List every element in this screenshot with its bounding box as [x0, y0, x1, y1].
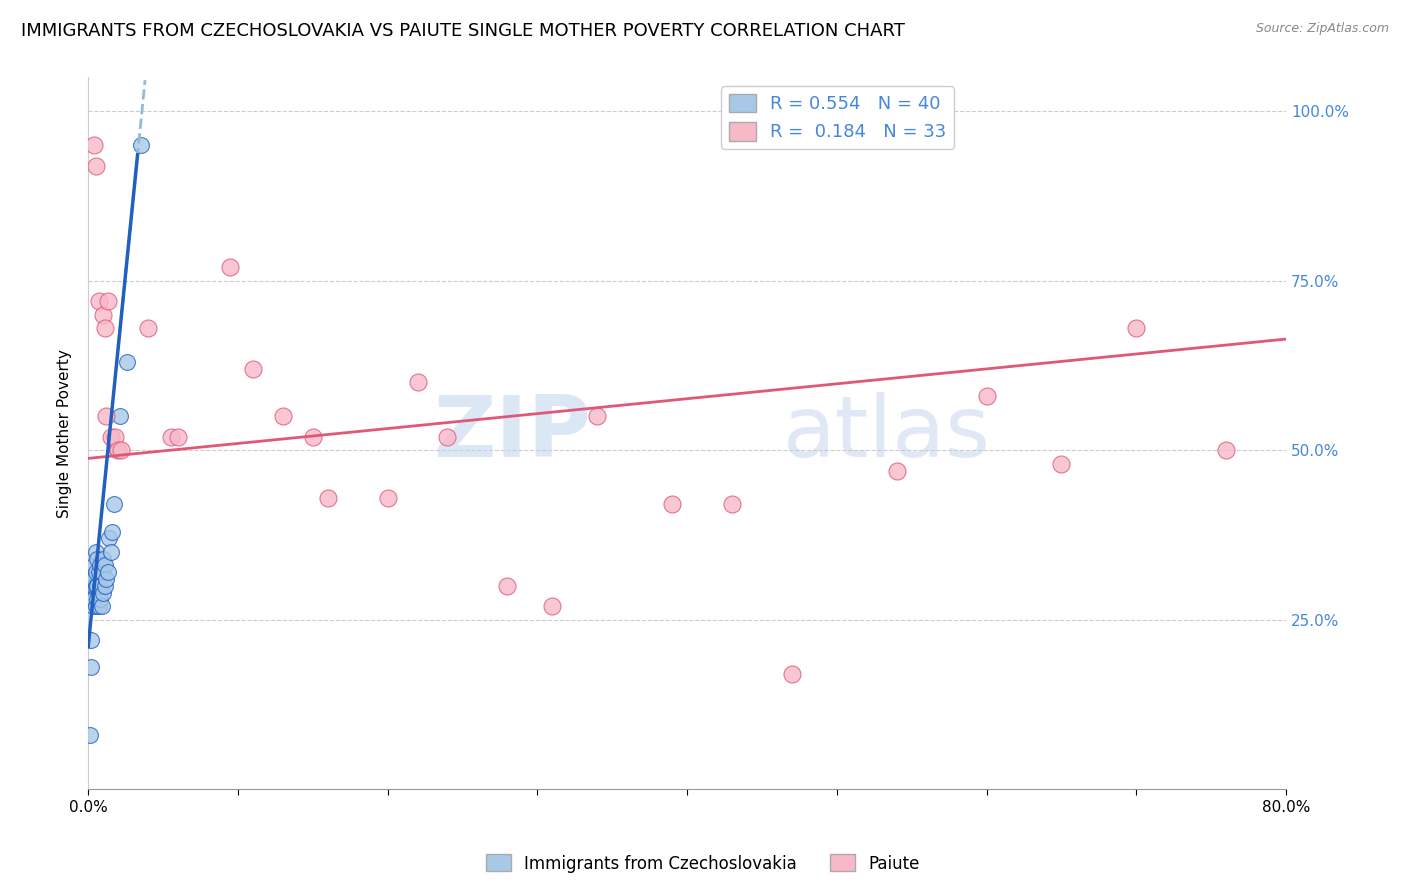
- Point: [86, 592, 108, 607]
- Point: [84, 159, 107, 173]
- Point: [406, 376, 429, 390]
- Point: [89, 558, 111, 573]
- Point: [104, 430, 127, 444]
- Point: [105, 443, 128, 458]
- Point: [94, 409, 117, 424]
- Point: [586, 409, 609, 424]
- Y-axis label: Single Mother Poverty: Single Mother Poverty: [58, 349, 72, 517]
- Point: [83, 592, 105, 607]
- Point: [661, 498, 683, 512]
- Point: [100, 545, 122, 559]
- Point: [83, 572, 105, 586]
- Point: [89, 592, 111, 607]
- Text: ZIP: ZIP: [433, 392, 592, 475]
- Point: [80, 633, 103, 648]
- Point: [87, 599, 110, 614]
- Point: [83, 579, 105, 593]
- Point: [101, 524, 124, 539]
- Point: [103, 498, 125, 512]
- Point: [97, 294, 120, 309]
- Point: [886, 464, 908, 478]
- Point: [496, 579, 519, 593]
- Point: [83, 138, 105, 153]
- Point: [91, 551, 114, 566]
- Point: [86, 579, 108, 593]
- Point: [94, 572, 117, 586]
- Point: [1050, 457, 1073, 471]
- Point: [316, 491, 339, 505]
- Point: [79, 728, 101, 742]
- Point: [100, 430, 122, 444]
- Point: [159, 430, 181, 444]
- Point: [541, 599, 564, 614]
- Point: [93, 558, 115, 573]
- Legend: Immigrants from Czechoslovakia, Paiute: Immigrants from Czechoslovakia, Paiute: [479, 847, 927, 880]
- Point: [83, 558, 105, 573]
- Point: [242, 362, 264, 376]
- Point: [84, 599, 107, 614]
- Point: [301, 430, 323, 444]
- Point: [93, 579, 115, 593]
- Point: [82, 585, 104, 599]
- Point: [80, 660, 103, 674]
- Point: [1215, 443, 1237, 458]
- Point: [110, 443, 132, 458]
- Point: [98, 532, 121, 546]
- Point: [84, 579, 107, 593]
- Point: [84, 545, 107, 559]
- Text: IMMIGRANTS FROM CZECHOSLOVAKIA VS PAIUTE SINGLE MOTHER POVERTY CORRELATION CHART: IMMIGRANTS FROM CZECHOSLOVAKIA VS PAIUTE…: [21, 22, 905, 40]
- Point: [1125, 321, 1147, 335]
- Point: [97, 566, 120, 580]
- Point: [93, 321, 115, 335]
- Point: [82, 572, 104, 586]
- Point: [108, 409, 131, 424]
- Point: [82, 579, 104, 593]
- Point: [87, 294, 110, 309]
- Text: Source: ZipAtlas.com: Source: ZipAtlas.com: [1256, 22, 1389, 36]
- Point: [89, 579, 111, 593]
- Point: [136, 321, 159, 335]
- Point: [115, 355, 138, 369]
- Legend: R = 0.554   N = 40, R =  0.184   N = 33: R = 0.554 N = 40, R = 0.184 N = 33: [721, 87, 953, 149]
- Point: [780, 667, 803, 681]
- Point: [721, 498, 744, 512]
- Point: [91, 585, 114, 599]
- Point: [377, 491, 399, 505]
- Point: [84, 566, 107, 580]
- Point: [91, 308, 114, 322]
- Point: [87, 566, 110, 580]
- Point: [129, 138, 152, 153]
- Point: [436, 430, 458, 444]
- Point: [271, 409, 294, 424]
- Point: [107, 443, 129, 458]
- Point: [219, 260, 242, 275]
- Point: [976, 389, 998, 403]
- Point: [167, 430, 190, 444]
- Point: [82, 599, 104, 614]
- Point: [90, 599, 112, 614]
- Point: [86, 551, 108, 566]
- Text: atlas: atlas: [783, 392, 991, 475]
- Point: [90, 566, 112, 580]
- Point: [87, 585, 110, 599]
